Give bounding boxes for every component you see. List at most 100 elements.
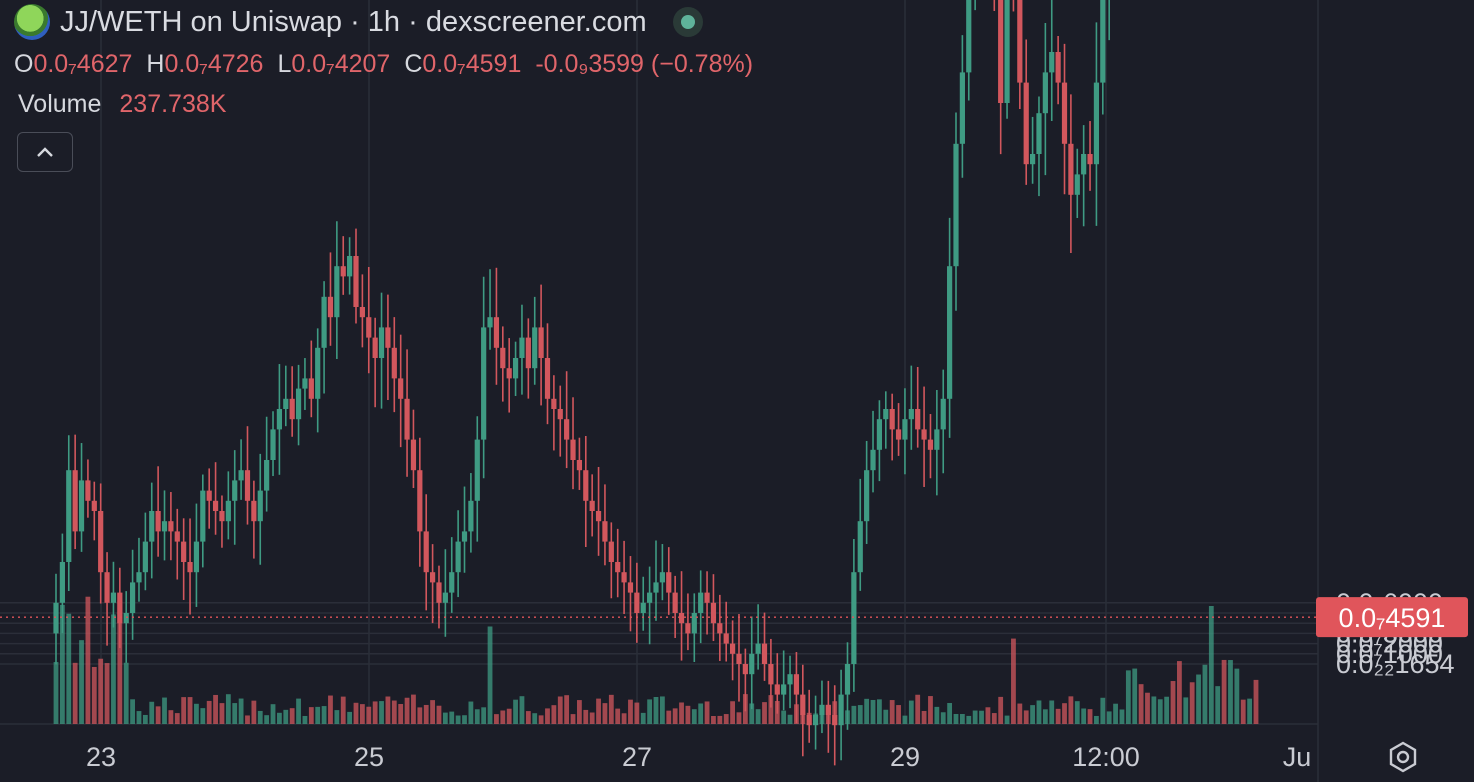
candle-body	[449, 572, 455, 593]
collapse-legend-button[interactable]	[17, 132, 73, 172]
candle-body	[302, 378, 308, 389]
last-price-tag	[1316, 597, 1468, 638]
candle-body	[774, 684, 780, 695]
volume-bar	[66, 613, 72, 724]
volume-bar	[238, 698, 244, 724]
candle-body	[857, 521, 863, 573]
volume-bar	[679, 702, 684, 724]
volume-bar	[1170, 681, 1176, 724]
candle-body	[200, 490, 206, 542]
volume-bar	[1023, 710, 1029, 724]
candle-body	[691, 613, 697, 634]
candle-body	[519, 337, 525, 358]
candle-body	[1100, 0, 1106, 83]
candle-body	[232, 480, 238, 501]
candle-body	[647, 592, 653, 603]
volume-bar	[194, 703, 199, 724]
volume-bar	[174, 713, 180, 724]
candle-body	[270, 429, 276, 460]
volume-bar	[519, 696, 525, 724]
volume-bar	[474, 709, 480, 724]
candle-body	[672, 592, 678, 613]
candle-body	[921, 429, 927, 440]
candle-body	[1055, 52, 1061, 83]
candle-body	[155, 511, 161, 532]
candle-body	[627, 582, 634, 593]
volume-bar	[340, 696, 346, 724]
volume-bar	[442, 712, 448, 724]
volume-bar	[928, 696, 933, 724]
candle-body	[1087, 154, 1093, 165]
candle-body	[953, 143, 959, 267]
candle-body	[264, 460, 270, 491]
low-label: L	[277, 50, 292, 78]
volume-bar	[979, 710, 984, 724]
volume-bar	[219, 703, 225, 724]
open-label: O	[14, 50, 34, 78]
volume-label: Volume	[18, 90, 102, 118]
volume-bar	[59, 604, 65, 724]
candle-body	[947, 266, 953, 399]
candle-body	[800, 694, 806, 715]
candle-body	[404, 398, 410, 440]
volume-bar	[423, 704, 429, 724]
candle-body	[1068, 143, 1074, 195]
volume-bar	[404, 697, 410, 724]
volume-bar	[749, 703, 755, 724]
gear-icon[interactable]	[1386, 740, 1420, 774]
chart-title-row: JJ/WETH on Uniswap · 1h · dexscreener.co…	[14, 4, 703, 40]
candle-body	[110, 592, 117, 603]
candle-body	[608, 541, 614, 562]
x-axis-labels: 23 25 27 29 12:00 Ju	[86, 742, 1311, 772]
candle-body	[461, 531, 468, 542]
candle-body	[212, 500, 219, 511]
volume-bar	[1189, 682, 1195, 724]
candle-body	[238, 470, 244, 481]
candle-body	[474, 439, 480, 501]
volume-bar	[347, 711, 353, 724]
candle-body	[825, 704, 831, 715]
volume-bar	[787, 714, 793, 724]
volume-bar	[998, 696, 1004, 724]
volume-bar	[53, 662, 59, 724]
close-value: 0.0₇4591	[422, 50, 522, 78]
candle-body	[717, 623, 723, 634]
candle-body	[761, 643, 768, 664]
volume-bar	[736, 712, 742, 724]
volume-bar	[545, 708, 550, 724]
volume-bar	[551, 705, 557, 724]
volume-bar	[449, 711, 455, 724]
candle-body	[1042, 72, 1048, 114]
candle-body	[895, 429, 902, 440]
volume-bar	[1247, 698, 1253, 724]
candle-body	[142, 541, 148, 573]
volume-bar	[79, 640, 84, 724]
candle-body	[161, 521, 168, 532]
volume-bar	[487, 626, 493, 724]
candle-body	[1036, 113, 1042, 154]
candle-body	[429, 572, 436, 583]
volume-bar	[685, 705, 691, 724]
candle-body	[781, 684, 787, 695]
candle-body	[934, 429, 940, 450]
candle-body	[149, 511, 155, 542]
candle-body	[398, 378, 404, 399]
candle-body	[181, 541, 187, 562]
volume-bar	[1042, 709, 1048, 724]
candle-body	[602, 521, 608, 542]
volume-bar	[851, 705, 857, 724]
volume-bar	[1011, 638, 1016, 724]
volume-bar	[1132, 668, 1138, 724]
candle-body	[391, 347, 397, 379]
volume-bar	[289, 708, 295, 724]
candle-body	[793, 674, 800, 695]
volume-bar	[187, 697, 193, 724]
x-tick-label: 29	[890, 742, 920, 772]
volume-bar	[72, 662, 78, 724]
volume-bar	[91, 666, 97, 724]
volume-bar	[353, 702, 359, 724]
candle-body	[72, 470, 78, 532]
volume-bar	[1196, 674, 1201, 724]
volume-bar	[647, 699, 653, 724]
